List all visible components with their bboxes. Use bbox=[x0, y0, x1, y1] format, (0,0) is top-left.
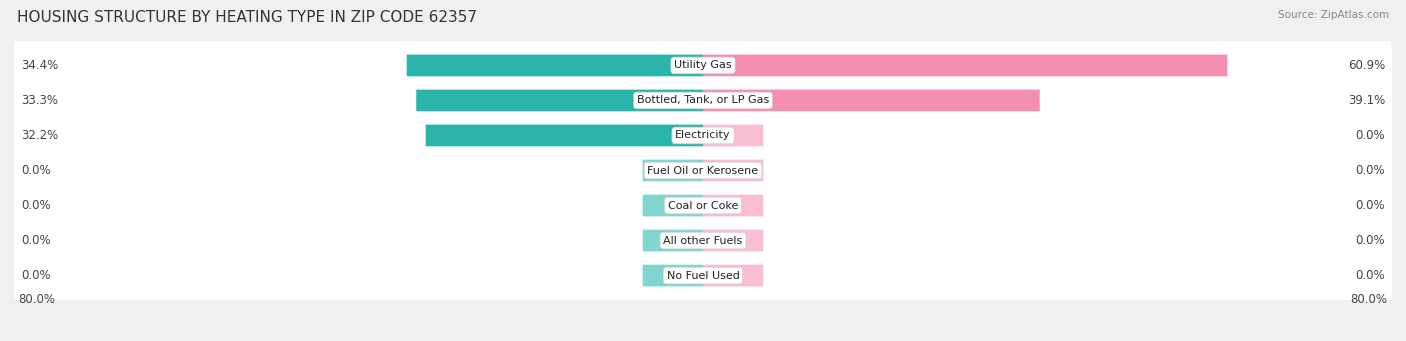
Text: 0.0%: 0.0% bbox=[1355, 199, 1385, 212]
Text: All other Fuels: All other Fuels bbox=[664, 236, 742, 246]
FancyBboxPatch shape bbox=[703, 124, 763, 146]
FancyBboxPatch shape bbox=[703, 160, 763, 181]
FancyBboxPatch shape bbox=[14, 36, 1392, 95]
FancyBboxPatch shape bbox=[643, 230, 703, 251]
Text: 0.0%: 0.0% bbox=[21, 164, 51, 177]
FancyBboxPatch shape bbox=[703, 90, 1039, 111]
FancyBboxPatch shape bbox=[643, 265, 703, 286]
FancyBboxPatch shape bbox=[643, 160, 703, 181]
FancyBboxPatch shape bbox=[14, 176, 1392, 235]
Text: 33.3%: 33.3% bbox=[21, 94, 58, 107]
Text: 0.0%: 0.0% bbox=[1355, 164, 1385, 177]
Text: 39.1%: 39.1% bbox=[1348, 94, 1385, 107]
Text: 0.0%: 0.0% bbox=[21, 199, 51, 212]
FancyBboxPatch shape bbox=[703, 230, 763, 251]
Text: 80.0%: 80.0% bbox=[1351, 293, 1388, 306]
FancyBboxPatch shape bbox=[14, 106, 1392, 165]
FancyBboxPatch shape bbox=[406, 55, 703, 76]
Text: Utility Gas: Utility Gas bbox=[675, 60, 731, 71]
Text: Coal or Coke: Coal or Coke bbox=[668, 201, 738, 210]
Text: 80.0%: 80.0% bbox=[18, 293, 55, 306]
FancyBboxPatch shape bbox=[14, 211, 1392, 270]
FancyBboxPatch shape bbox=[426, 124, 703, 146]
Text: Electricity: Electricity bbox=[675, 131, 731, 140]
Text: HOUSING STRUCTURE BY HEATING TYPE IN ZIP CODE 62357: HOUSING STRUCTURE BY HEATING TYPE IN ZIP… bbox=[17, 10, 477, 25]
Text: 0.0%: 0.0% bbox=[1355, 234, 1385, 247]
FancyBboxPatch shape bbox=[14, 71, 1392, 130]
FancyBboxPatch shape bbox=[416, 90, 703, 111]
Text: 0.0%: 0.0% bbox=[21, 234, 51, 247]
Text: 0.0%: 0.0% bbox=[1355, 129, 1385, 142]
Text: 60.9%: 60.9% bbox=[1348, 59, 1385, 72]
Text: Bottled, Tank, or LP Gas: Bottled, Tank, or LP Gas bbox=[637, 95, 769, 105]
FancyBboxPatch shape bbox=[703, 265, 763, 286]
Text: Source: ZipAtlas.com: Source: ZipAtlas.com bbox=[1278, 10, 1389, 20]
FancyBboxPatch shape bbox=[703, 195, 763, 217]
Text: 34.4%: 34.4% bbox=[21, 59, 58, 72]
Text: 32.2%: 32.2% bbox=[21, 129, 58, 142]
FancyBboxPatch shape bbox=[643, 195, 703, 217]
Text: Fuel Oil or Kerosene: Fuel Oil or Kerosene bbox=[647, 165, 759, 176]
Text: 0.0%: 0.0% bbox=[21, 269, 51, 282]
FancyBboxPatch shape bbox=[703, 55, 1227, 76]
FancyBboxPatch shape bbox=[14, 246, 1392, 305]
FancyBboxPatch shape bbox=[14, 141, 1392, 200]
Text: 0.0%: 0.0% bbox=[1355, 269, 1385, 282]
Text: No Fuel Used: No Fuel Used bbox=[666, 270, 740, 281]
